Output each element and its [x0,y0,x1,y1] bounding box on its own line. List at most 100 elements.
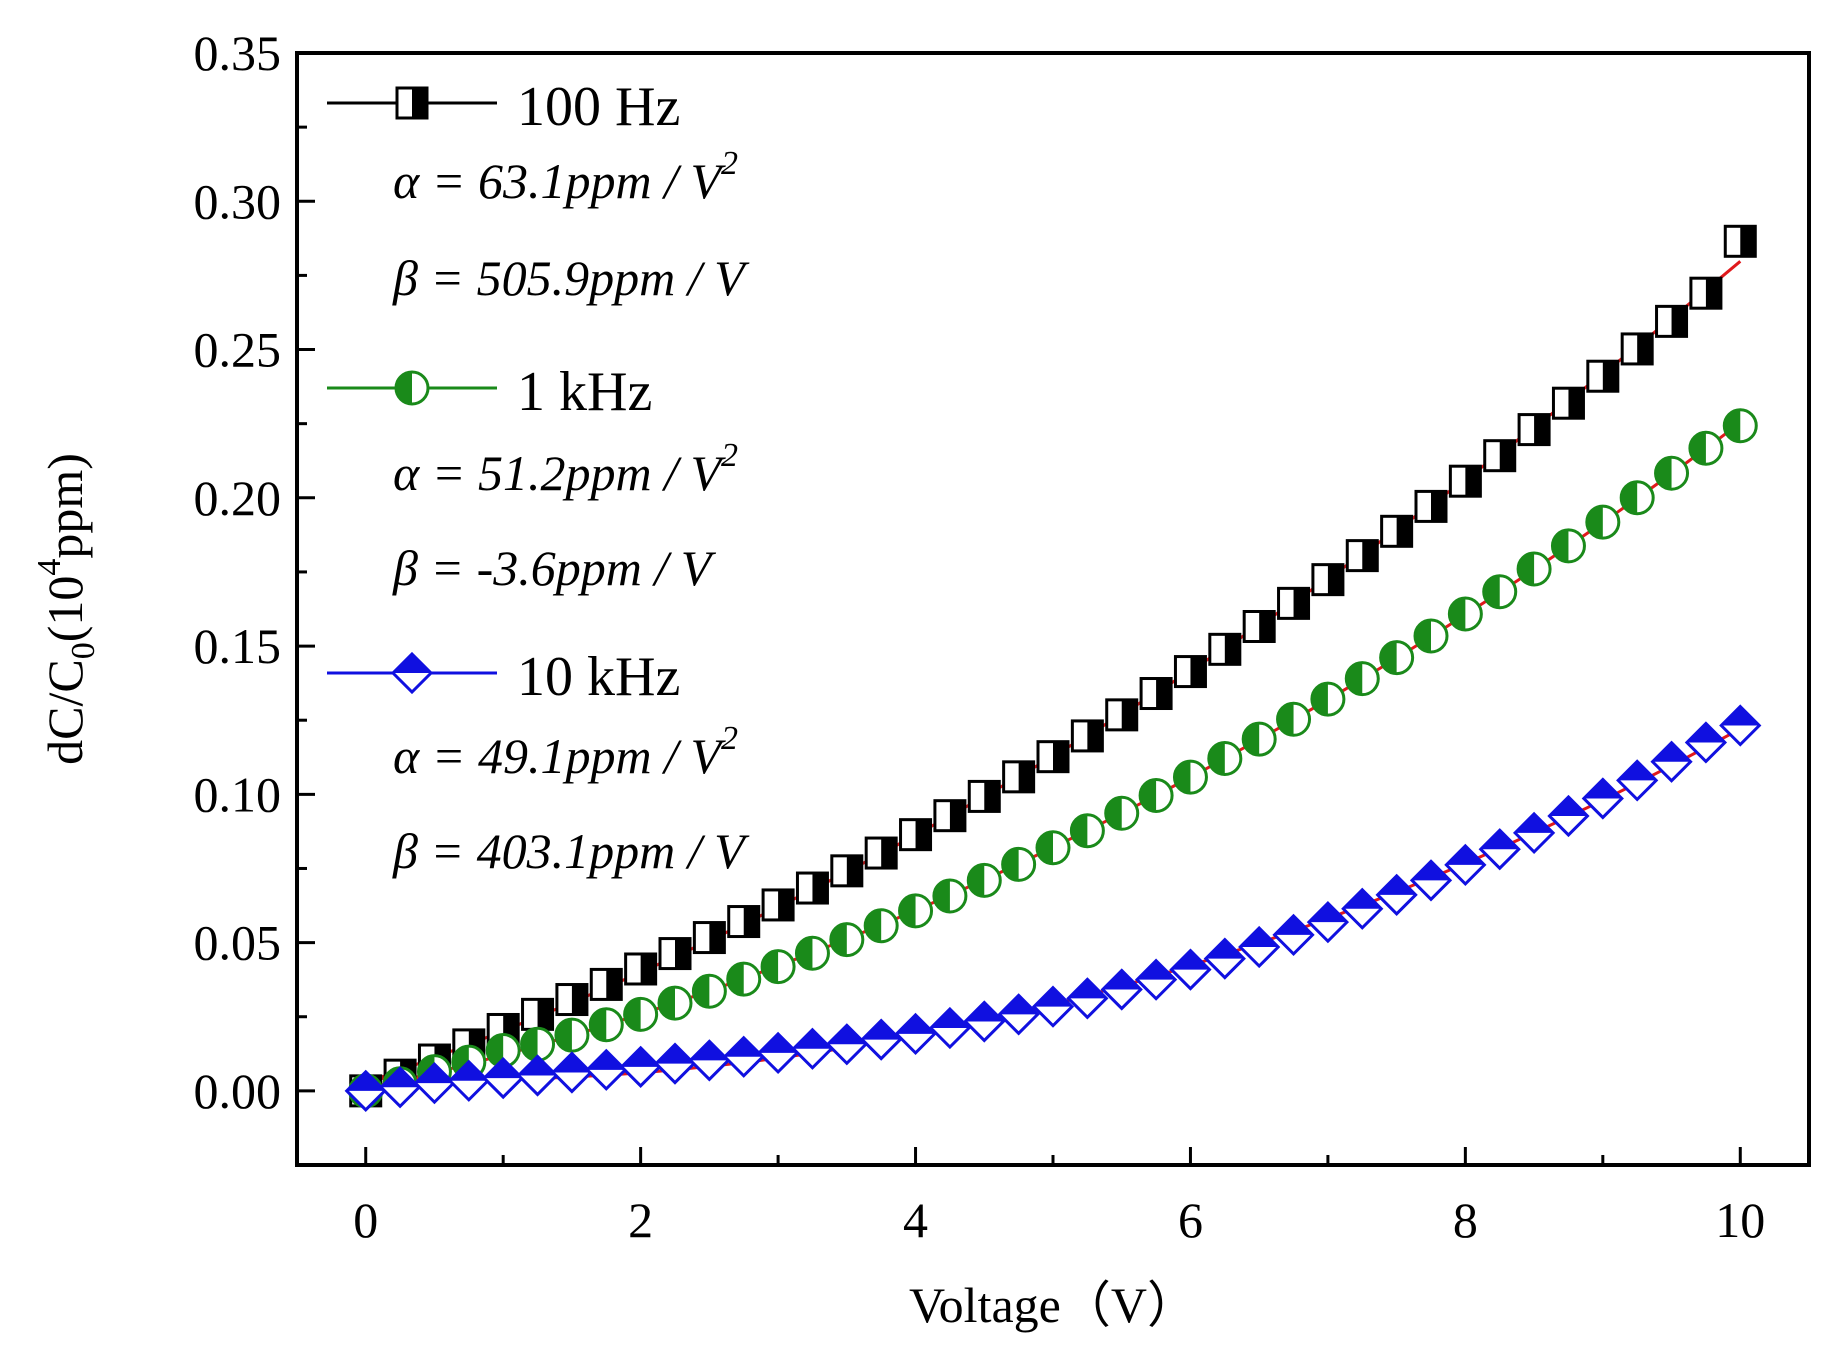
data-point-100hz [1036,740,1070,774]
data-point-1khz [657,985,693,1021]
y-tick-label: 0.35 [194,25,282,81]
legend-marker-symbol [394,370,430,406]
data-point-1khz [829,922,865,958]
data-point-10khz [447,1059,490,1102]
data-point-1khz [1001,846,1037,882]
data-point-1khz [1172,759,1208,795]
data-point-10khz [1100,968,1143,1011]
data-point-100hz [1723,224,1757,258]
legend-marker-10khz [390,651,434,695]
data-point-1khz [794,935,830,971]
data-point-100hz [1277,586,1311,620]
legend-label-100hz: 100 Hz [517,76,680,138]
data-point-10khz [1409,859,1453,902]
data-point-100hz [1414,489,1448,523]
data-point-100hz [1242,609,1276,643]
data-point-1khz [1310,681,1346,717]
legend-item-1khz: 1 kHz α = 51.2ppm / V2 β = -3.6ppm / V [327,361,738,596]
data-point-10khz [1616,759,1659,802]
data-point-1khz [1585,504,1621,540]
data-point-1khz [1104,795,1140,831]
data-point-1khz [1207,740,1243,776]
data-point-1khz [1344,661,1380,697]
data-point-10khz [1134,958,1178,1001]
x-tick-label: 6 [1178,1192,1203,1248]
data-point-100hz [1655,304,1689,338]
legend-item-100hz: 100 Hz α = 63.1ppm / V2 β = 505.9ppm / V [327,76,750,306]
y-tick-label: 0.15 [194,618,282,674]
data-point-100hz [1380,514,1414,548]
data-point-1khz [1550,528,1586,564]
data-point-10khz [1719,704,1762,747]
data-point-10khz [482,1056,525,1100]
data-point-100hz [1208,632,1242,666]
data-point-1khz [760,949,796,985]
data-point-100hz [899,818,933,852]
data-point-100hz [1173,655,1207,689]
data-point-10khz [894,1012,937,1056]
x-tick-label: 2 [628,1192,653,1248]
data-point-10khz [344,1069,387,1112]
data-point-100hz [555,983,589,1017]
data-point-100hz [967,779,1001,813]
x-axis-label: Voltage（V） [909,1277,1197,1333]
data-point-10khz [1238,925,1281,969]
legend-label-10khz: 10 kHz [517,646,680,708]
data-point-1khz [554,1017,590,1053]
y-tick-label: 0.25 [194,322,282,378]
data-point-10khz [516,1054,559,1097]
data-point-10khz [997,993,1040,1036]
data-point-1khz [1413,618,1449,654]
data-point-10khz [791,1027,834,1070]
data-point-100hz [1620,332,1654,366]
data-point-1khz [1654,455,1690,491]
data-point-100hz [1448,464,1482,498]
data-point-10khz [963,1000,1006,1043]
y-tick-label: 0.10 [194,766,282,822]
data-point-100hz [1311,563,1345,597]
data-point-1khz [691,973,727,1009]
x-axis: 0 2 4 6 8 10 [353,1147,1765,1248]
data-point-10khz [1547,794,1590,838]
data-point-10khz [1169,948,1212,991]
data-point-10khz [378,1066,422,1109]
data-point-1khz [1035,830,1071,866]
data-point-100hz [658,937,692,971]
data-point-10khz [653,1042,697,1085]
data-point-100hz [933,799,967,833]
legend-item-10khz: 10 kHz α = 49.1ppm / V2 β = 403.1ppm / V [327,646,750,879]
plot-marks [344,224,1762,1112]
data-point-100hz [1002,760,1036,794]
data-point-10khz [1066,977,1109,1020]
data-point-10khz [1306,901,1350,944]
data-point-10khz [722,1035,765,1078]
data-point-10khz [1272,913,1315,957]
data-point-100hz [830,854,864,888]
data-point-100hz [1139,677,1173,711]
beta-equation-10khz: β = 403.1ppm / V [392,823,750,879]
data-point-1khz [898,893,934,929]
data-point-1khz [588,1007,624,1043]
data-point-1khz [1722,408,1758,444]
x-tick-label: 8 [1453,1192,1478,1248]
data-point-1khz [966,862,1002,898]
data-point-100hz [1483,439,1517,473]
beta-equation-100hz: β = 505.9ppm / V [392,250,750,306]
data-point-10khz [1203,937,1246,980]
y-tick-label: 0.30 [194,173,282,229]
data-point-1khz [726,961,762,997]
data-point-100hz [692,921,726,955]
data-point-1khz [1379,640,1415,676]
data-point-1khz [1447,596,1483,632]
legend-marker-symbol [390,651,434,695]
data-point-100hz [795,871,829,905]
legend-marker-100hz [395,86,429,120]
data-point-1khz [1516,551,1552,587]
data-point-10khz [1581,777,1624,820]
y-axis-label: dC/C0(104ppm) [31,453,102,765]
data-point-10khz [1512,811,1556,855]
data-point-1khz [1138,778,1174,814]
data-point-1khz [1619,480,1655,516]
data-point-10khz [1341,887,1384,930]
